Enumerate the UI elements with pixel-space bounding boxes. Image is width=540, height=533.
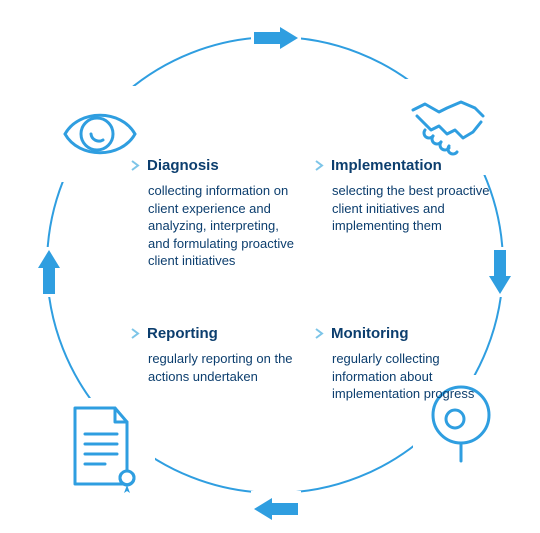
quadrant-desc: regularly collecting information about i… [332, 350, 504, 403]
quadrant-title: Implementation [331, 157, 442, 174]
arrow-bottom [251, 491, 301, 527]
arrow-up-icon [38, 250, 60, 294]
arrow-right-icon [254, 27, 298, 49]
quadrant-monitoring: Monitoring regularly collecting informat… [314, 325, 504, 403]
quadrant-title: Reporting [147, 325, 218, 342]
quadrant-desc: regularly reporting on the actions under… [148, 350, 320, 385]
quadrant-title: Diagnosis [147, 157, 219, 174]
heading-row: Monitoring [314, 325, 504, 342]
document-icon [65, 404, 145, 496]
arrow-right [477, 247, 523, 297]
eye-icon [61, 105, 139, 163]
handshake-icon [407, 96, 489, 158]
icon-box-reporting [55, 398, 155, 502]
arrow-left [26, 247, 72, 297]
chevron-icon [130, 159, 141, 172]
heading-row: Implementation [314, 157, 504, 174]
heading-row: Diagnosis [130, 157, 320, 174]
quadrant-title: Monitoring [331, 325, 408, 342]
quadrant-reporting: Reporting regularly reporting on the act… [130, 325, 320, 385]
quadrant-desc: collecting information on client experie… [148, 182, 320, 270]
quadrant-diagnosis: Diagnosis collecting information on clie… [130, 157, 320, 270]
quadrant-implementation: Implementation selecting the best proact… [314, 157, 504, 235]
heading-row: Reporting [130, 325, 320, 342]
quadrant-desc: selecting the best proactive client init… [332, 182, 504, 235]
chevron-icon [314, 327, 325, 340]
chevron-icon [130, 327, 141, 340]
arrow-left-icon [254, 498, 298, 520]
chevron-icon [314, 159, 325, 172]
arrow-top [251, 20, 301, 56]
arrow-down-icon [489, 250, 511, 294]
cycle-diagram: Diagnosis collecting information on clie… [0, 0, 540, 533]
